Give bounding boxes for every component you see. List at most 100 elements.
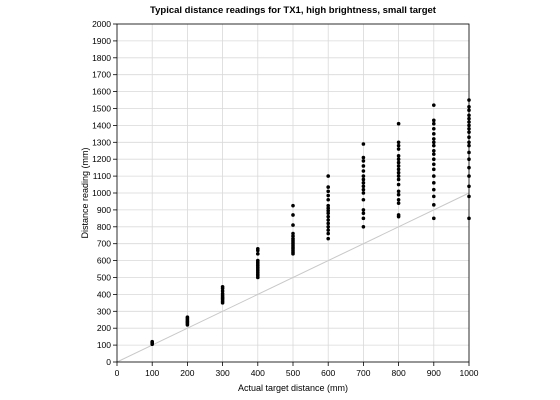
data-point bbox=[432, 148, 436, 153]
data-point bbox=[326, 225, 331, 229]
data-point bbox=[326, 197, 331, 202]
data-point bbox=[326, 228, 331, 232]
data-point bbox=[361, 164, 366, 168]
data-point bbox=[432, 203, 436, 207]
data-point bbox=[396, 174, 401, 178]
reference-line bbox=[116, 192, 470, 363]
x-tick-label: 100 bbox=[145, 368, 159, 378]
data-point bbox=[396, 160, 401, 165]
y-tick-label: 500 bbox=[97, 273, 111, 283]
data-point bbox=[326, 218, 331, 222]
y-tick-label: 800 bbox=[97, 222, 111, 232]
grid-lines bbox=[116, 23, 470, 363]
data-point bbox=[467, 98, 471, 102]
y-tick-label: 1300 bbox=[92, 137, 111, 147]
data-point bbox=[467, 113, 471, 118]
y-tick-label: 1400 bbox=[92, 120, 111, 130]
y-tick-label: 1500 bbox=[92, 104, 111, 114]
data-point bbox=[467, 105, 471, 109]
data-point bbox=[467, 216, 471, 221]
data-point bbox=[467, 174, 471, 178]
data-point bbox=[467, 135, 471, 140]
data-point bbox=[396, 170, 401, 175]
data-point bbox=[361, 187, 366, 192]
data-point bbox=[255, 246, 260, 251]
data-point bbox=[432, 162, 436, 167]
data-point bbox=[361, 181, 366, 185]
data-point bbox=[326, 193, 331, 198]
y-tick-label: 100 bbox=[97, 340, 111, 350]
x-tick-label: 700 bbox=[356, 368, 370, 378]
data-point bbox=[326, 206, 331, 211]
data-point bbox=[326, 189, 331, 194]
data-point bbox=[361, 159, 366, 163]
data-point bbox=[396, 167, 401, 172]
data-point bbox=[432, 143, 436, 148]
x-tick-label: 800 bbox=[392, 368, 406, 378]
y-tick-label: 1600 bbox=[92, 87, 111, 97]
x-axis-ticks: 0 100 200 300 400 500 600 700 800 900 1000 bbox=[115, 362, 479, 378]
data-point bbox=[150, 339, 154, 344]
y-tick-label: 200 bbox=[97, 323, 111, 333]
data-point bbox=[361, 216, 366, 221]
data-point bbox=[361, 169, 366, 173]
y-tick-label: 0 bbox=[106, 357, 111, 367]
data-point bbox=[396, 182, 401, 187]
data-point bbox=[396, 140, 401, 145]
x-tick-label: 0 bbox=[115, 368, 120, 378]
x-tick-label: 300 bbox=[216, 368, 230, 378]
data-point bbox=[396, 213, 401, 217]
data-point bbox=[396, 197, 401, 202]
data-point bbox=[432, 174, 436, 178]
data-point bbox=[361, 142, 366, 146]
data-point bbox=[432, 152, 436, 156]
data-point bbox=[396, 164, 401, 168]
data-point bbox=[396, 189, 401, 194]
data-point bbox=[467, 140, 471, 145]
data-point bbox=[361, 177, 366, 182]
x-tick-label: 500 bbox=[286, 368, 300, 378]
data-point bbox=[467, 150, 471, 155]
x-tick-label: 600 bbox=[321, 368, 335, 378]
y-tick-label: 1900 bbox=[92, 36, 111, 46]
data-point bbox=[326, 208, 331, 213]
data-point bbox=[326, 185, 331, 189]
x-tick-label: 400 bbox=[251, 368, 265, 378]
data-point bbox=[467, 157, 471, 161]
data-point bbox=[326, 211, 331, 216]
data-point bbox=[220, 291, 225, 296]
reference-diagonal bbox=[116, 192, 470, 363]
data-point bbox=[361, 174, 366, 178]
data-point bbox=[467, 165, 471, 170]
data-point bbox=[255, 252, 260, 256]
y-tick-label: 900 bbox=[97, 205, 111, 215]
data-point bbox=[432, 103, 436, 107]
data-point bbox=[361, 184, 366, 189]
y-tick-label: 300 bbox=[97, 306, 111, 316]
y-axis-ticks: 0 100 200 300 400 500 600 700 800 900 1000 1100 1200… bbox=[92, 19, 117, 367]
x-tick-label: 200 bbox=[180, 368, 194, 378]
data-point bbox=[432, 157, 436, 161]
data-point bbox=[432, 126, 436, 131]
y-tick-label: 2000 bbox=[92, 19, 111, 29]
data-point bbox=[432, 181, 436, 185]
data-point bbox=[361, 208, 366, 212]
data-point bbox=[361, 211, 366, 216]
data-point bbox=[396, 201, 401, 205]
data-point bbox=[326, 174, 331, 178]
data-point bbox=[432, 137, 436, 141]
data-point bbox=[396, 147, 401, 151]
data-point bbox=[291, 236, 295, 241]
y-tick-label: 700 bbox=[97, 239, 111, 249]
y-tick-label: 1800 bbox=[92, 53, 111, 63]
y-tick-label: 1700 bbox=[92, 70, 111, 80]
data-point bbox=[255, 258, 260, 263]
data-point bbox=[326, 221, 331, 226]
data-point bbox=[467, 130, 471, 134]
data-point bbox=[396, 143, 401, 148]
data-point bbox=[185, 315, 190, 320]
data-point bbox=[361, 191, 366, 195]
x-tick-label: 900 bbox=[427, 368, 441, 378]
data-point bbox=[291, 231, 295, 236]
